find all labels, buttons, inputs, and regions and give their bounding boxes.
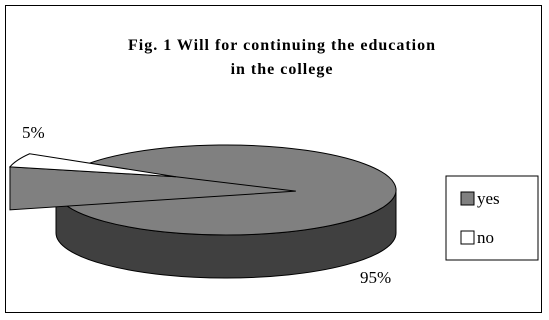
legend-box — [445, 175, 539, 261]
data-label-yes: 95% — [360, 268, 391, 287]
pie-slices — [8, 144, 397, 279]
data-label-no: 5% — [22, 123, 45, 142]
chart-frame — [5, 5, 542, 313]
legend-swatch-yes — [460, 191, 475, 206]
chart-title-line-2: in the college — [231, 61, 334, 78]
chart-title-line-1: Fig. 1 Will for continuing the education — [128, 37, 436, 54]
chart-title: Fig. 1 Will for continuing the education… — [128, 37, 436, 78]
legend: yes no — [445, 175, 539, 261]
pie-slice-no — [8, 153, 176, 178]
legend-swatch-no — [460, 230, 475, 245]
legend-label-no: no — [477, 228, 494, 247]
legend-label-yes: yes — [477, 189, 500, 208]
